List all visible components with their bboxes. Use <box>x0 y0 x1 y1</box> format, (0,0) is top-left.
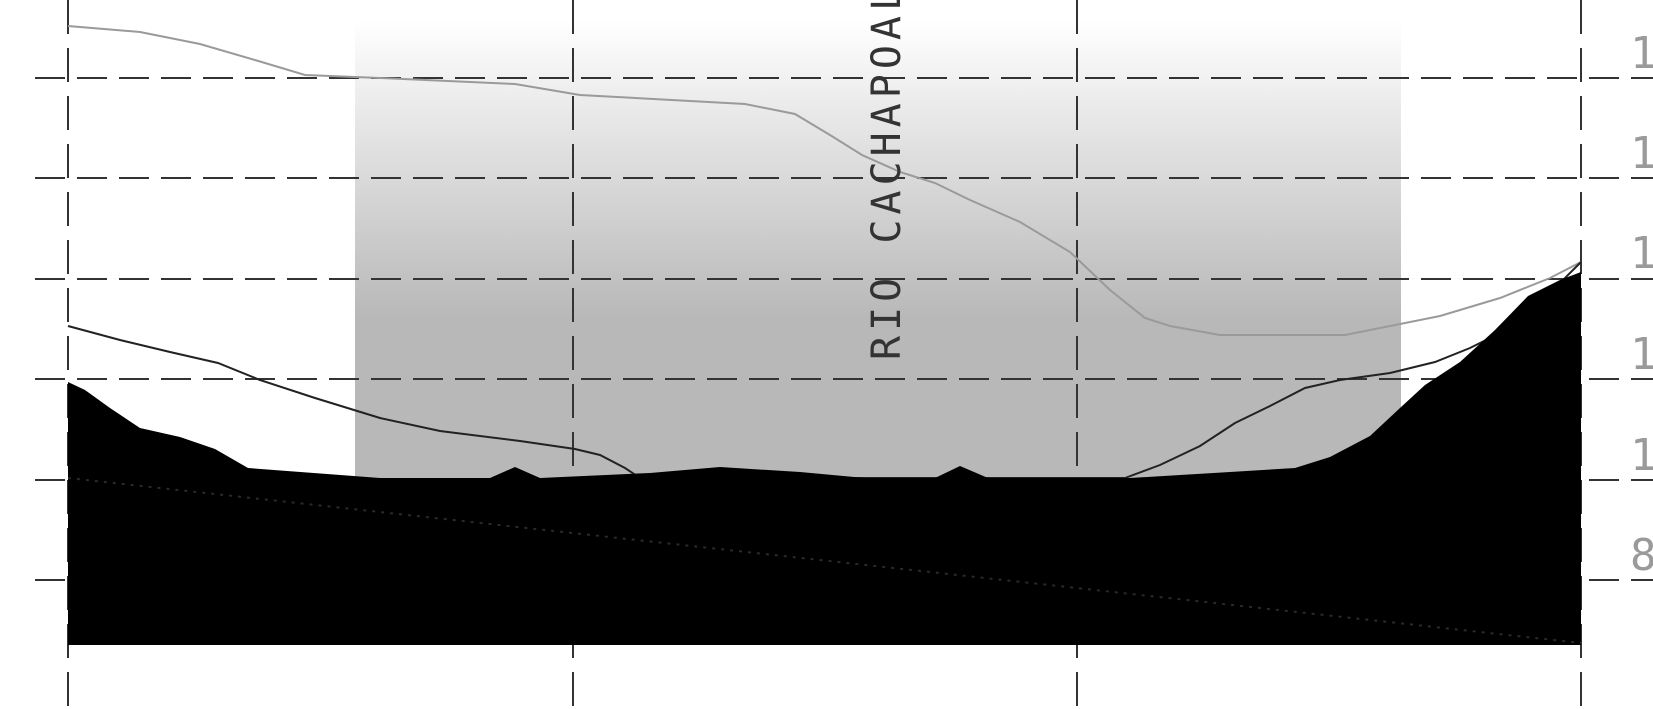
elevation-label: 1 <box>1630 228 1653 279</box>
elevation-label: 1 <box>1630 430 1653 481</box>
elevation-label: 1 <box>1630 128 1653 179</box>
river-channel-shading <box>355 20 1401 480</box>
elevation-label: 1 <box>1630 28 1653 79</box>
upper-profile-line <box>67 25 1582 336</box>
elevation-label: 8 <box>1630 530 1653 581</box>
terrain-dotted-line <box>67 477 1582 644</box>
elevation-labels: 1 1 1 1 1 8 <box>1630 28 1653 581</box>
elevation-label: 1 <box>1630 329 1653 380</box>
terrain-ground <box>68 272 1581 645</box>
river-label: RIO CACHAPOAL <box>864 0 910 360</box>
